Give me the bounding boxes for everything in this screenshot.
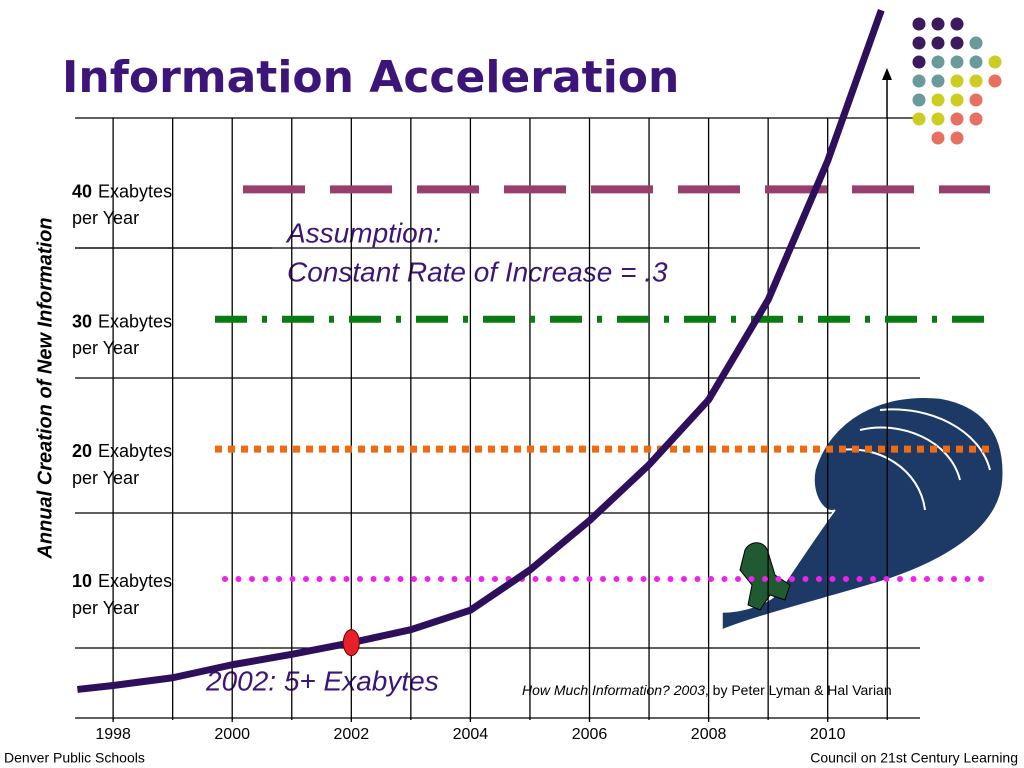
dot [912,55,926,69]
dot [950,93,964,107]
dot [931,55,945,69]
x-tick-label: 1998 [95,726,131,743]
reference-label: 30 Exabytes [72,311,172,331]
dot [988,55,1002,69]
dot [912,74,926,88]
dot [950,112,964,126]
decoration-dots [912,17,1002,145]
highlight-marker [342,629,360,657]
reference-unit: Exabytes [98,181,172,201]
dot [931,17,945,31]
dot [931,93,945,107]
footer-left: Denver Public Schools [4,750,145,766]
source-title: How Much Information? 2003 [522,682,705,698]
footer-right: Council on 21st Century Learning [810,750,1018,766]
dot [969,55,983,69]
arrow-head [882,68,892,80]
dot [988,74,1002,88]
reference-rate: per Year [72,468,139,488]
dot [950,36,964,50]
h-grid [75,117,920,719]
dot [950,17,964,31]
dot [950,74,964,88]
dot [931,36,945,50]
reference-rate: per Year [72,598,139,618]
dot [950,55,964,69]
dot [931,74,945,88]
reference-value: 40 [72,181,92,201]
annotation: Constant Rate of Increase = .3 [287,256,668,287]
x-tick-label: 2006 [572,726,608,743]
title: Information Acceleration [62,52,679,103]
curve [77,9,885,693]
reference-value: 10 [72,571,92,591]
dot [912,112,926,126]
dot [969,93,983,107]
reference-unit: Exabytes [98,311,172,331]
reference-label: 40 Exabytes [72,181,172,201]
reference-unit: Exabytes [98,441,172,461]
x-tick-label: 2008 [691,726,727,743]
x-tick-label: 2010 [810,726,846,743]
dot [912,17,926,31]
wave-shape [721,396,1004,632]
reference-value: 30 [72,311,92,331]
highlight-label: 2002: 5+ Exabytes [205,665,439,696]
dot [950,131,964,145]
dot [931,112,945,126]
dot [969,74,983,88]
dot [969,112,983,126]
x-tick-label: 2002 [334,726,370,743]
dot [931,131,945,145]
reference-label: 20 Exabytes [72,441,172,461]
dot [969,36,983,50]
y-axis-label: Annual Creation of New Information [34,217,56,559]
x-tick-label: 2000 [214,726,250,743]
source-authors: , by Peter Lyman & Hal Varian [705,682,892,698]
reference-value: 20 [72,441,92,461]
dot [912,36,926,50]
reference-rate: per Year [72,208,139,228]
reference-label: 10 Exabytes [72,571,172,591]
source: How Much Information? 2003, by Peter Lym… [522,682,892,698]
reference-rate: per Year [72,338,139,358]
dot [912,93,926,107]
annotation: Assumption: [285,217,441,248]
reference-unit: Exabytes [98,571,172,591]
x-tick-label: 2004 [453,726,489,743]
